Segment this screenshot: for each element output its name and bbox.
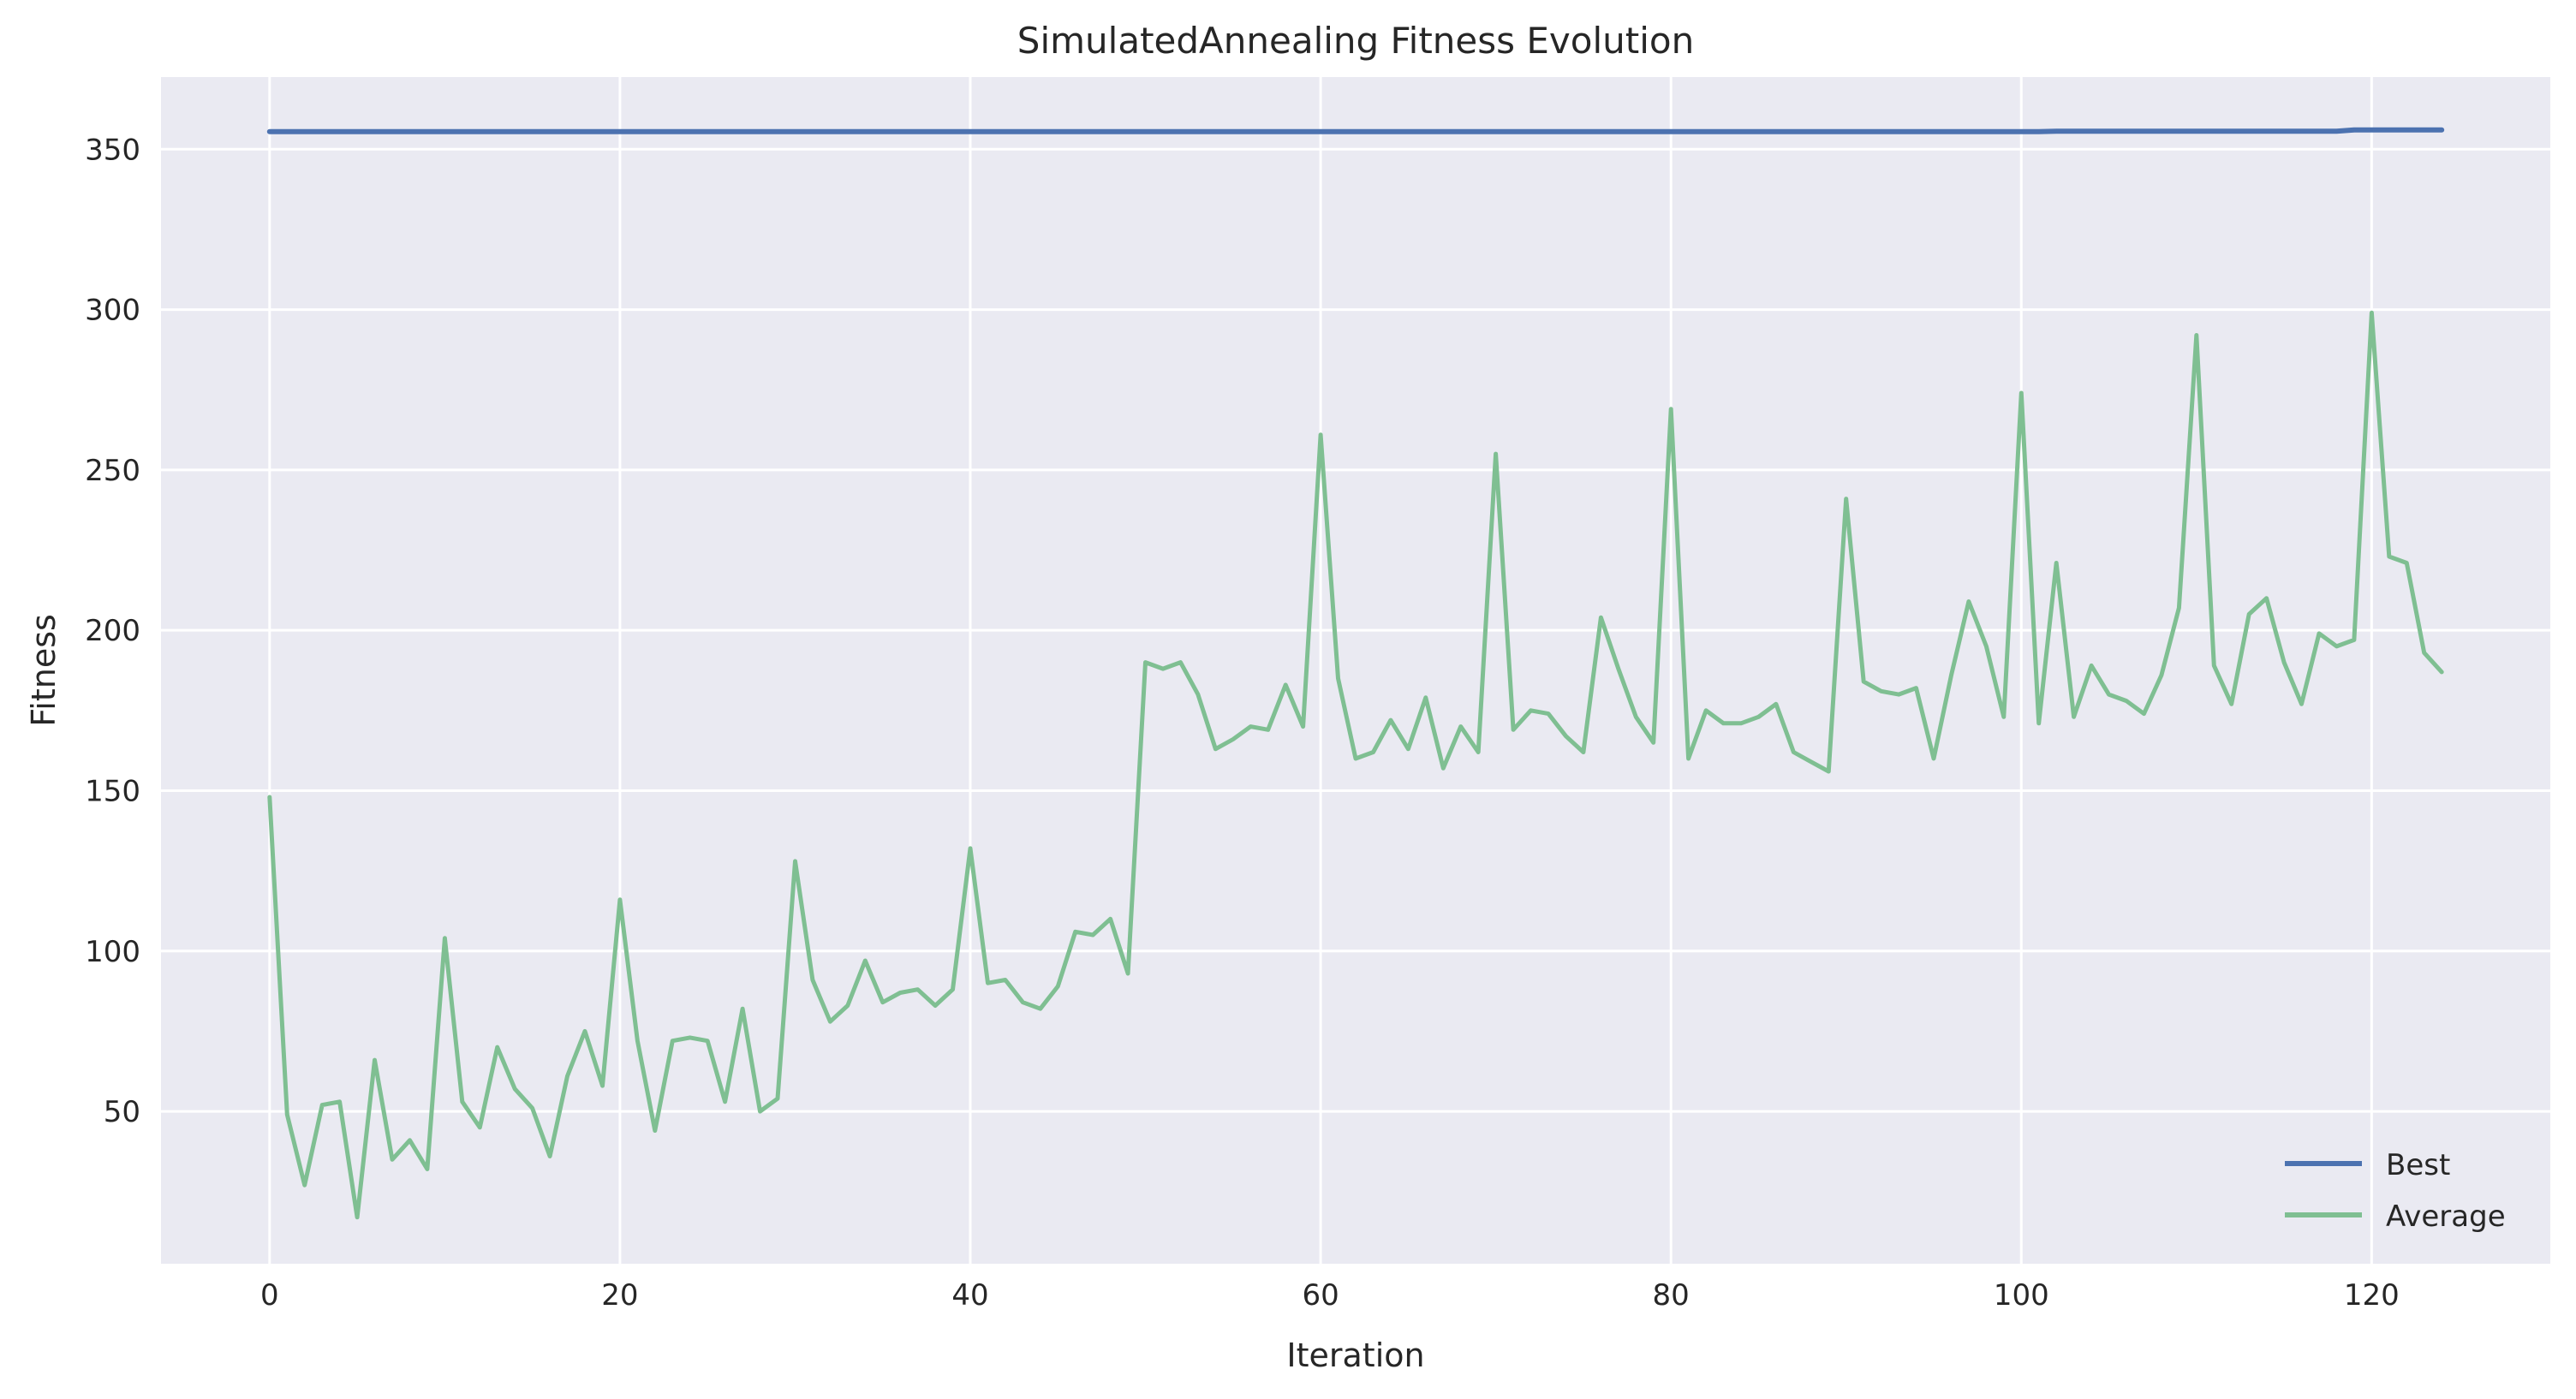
series-line-average — [267, 310, 2444, 1220]
plot-background — [161, 77, 2550, 1264]
y-tick-label: 250 — [85, 454, 140, 488]
x-tick-label: 60 — [1302, 1278, 1339, 1313]
x-tick-label: 20 — [601, 1278, 638, 1313]
y-axis-label: Fitness — [25, 614, 63, 727]
y-tick-label: 300 — [85, 294, 140, 328]
legend-label-average: Average — [2386, 1200, 2506, 1234]
ticks: 0 20 40 60 80 100 120 50 100 150 200 250 300 350 — [85, 133, 2400, 1313]
y-tick-label: 100 — [85, 935, 140, 969]
x-tick-label: 80 — [1653, 1278, 1690, 1313]
y-tick-label: 350 — [85, 133, 140, 167]
x-tick-label: 0 — [260, 1278, 279, 1313]
x-tick-label: 40 — [951, 1278, 988, 1313]
y-tick-label: 50 — [104, 1095, 140, 1129]
legend: Best Average — [2285, 1148, 2506, 1234]
chart-title: SimulatedAnnealing Fitness Evolution — [1017, 20, 1694, 62]
x-axis-label: Iteration — [1286, 1336, 1424, 1374]
y-tick-label: 200 — [85, 614, 140, 648]
y-tick-label: 150 — [85, 774, 140, 808]
x-tick-label: 100 — [1994, 1278, 2049, 1313]
x-tick-label: 120 — [2344, 1278, 2400, 1313]
series-line-best — [266, 127, 2445, 134]
grid — [161, 77, 2550, 1264]
series-layer — [266, 127, 2445, 1220]
legend-label-best: Best — [2386, 1148, 2450, 1182]
